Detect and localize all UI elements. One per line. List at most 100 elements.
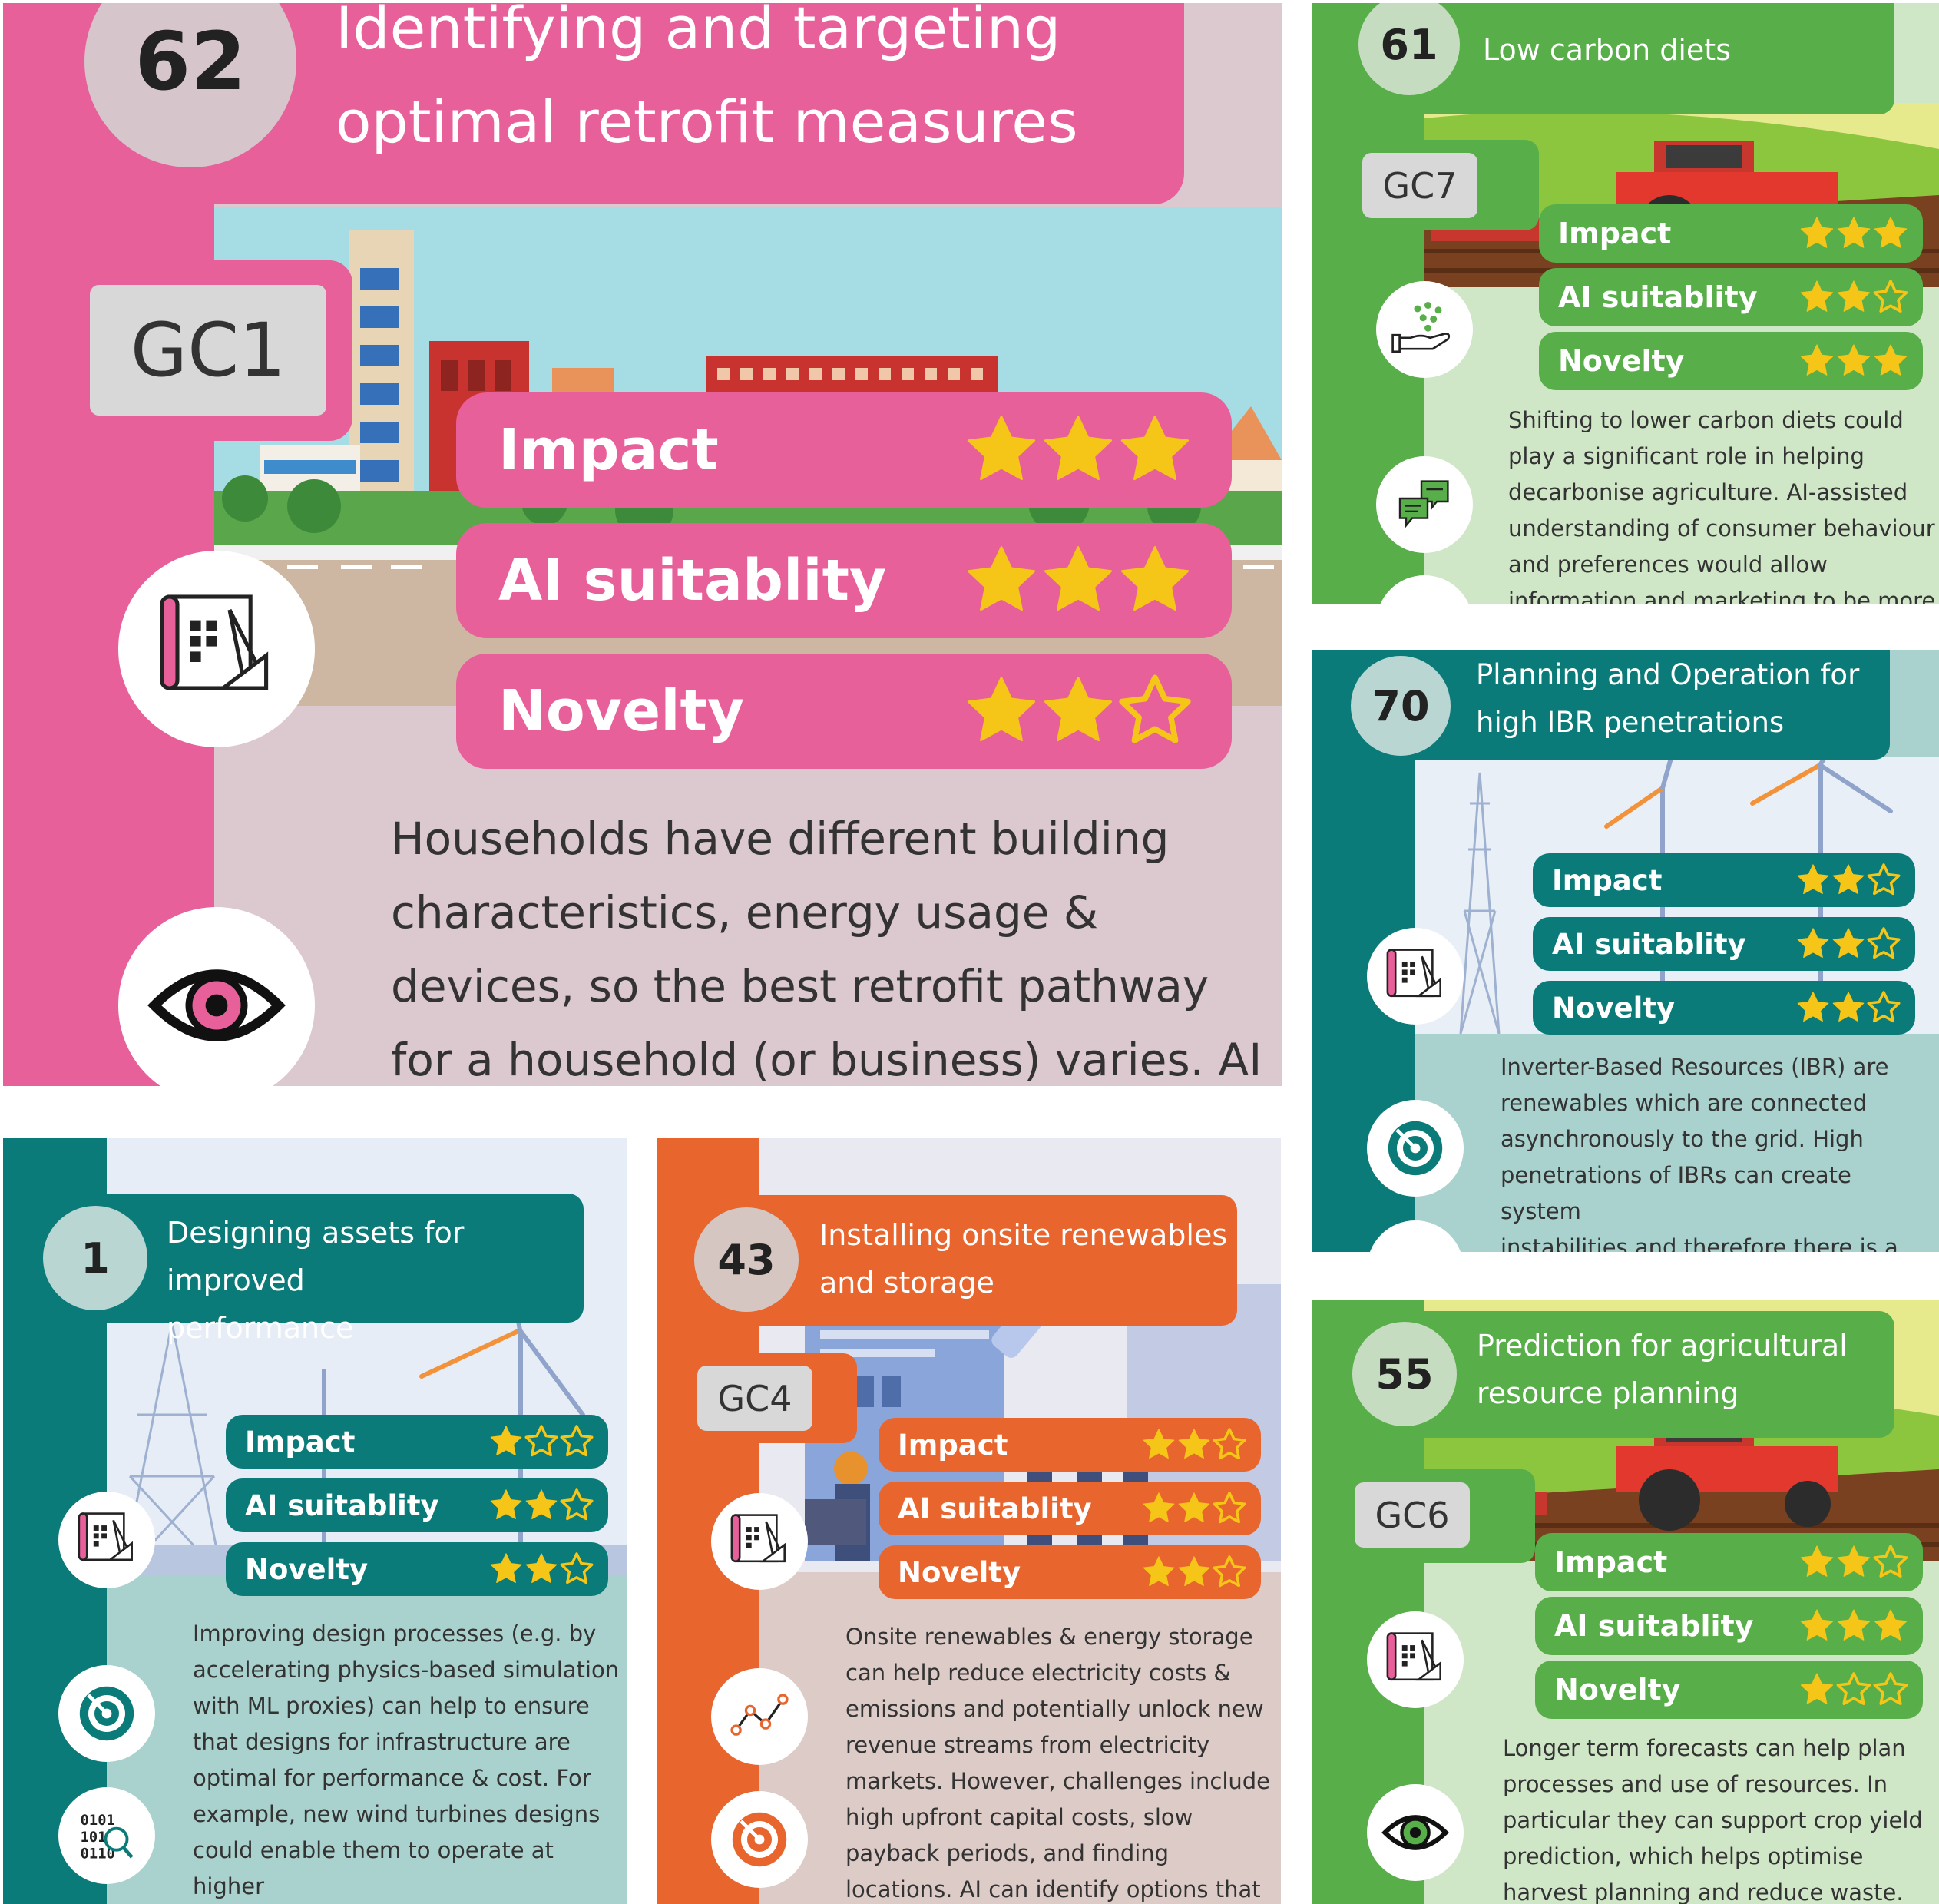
star-filled-icon — [1874, 217, 1908, 248]
card-55: 55 Prediction for agricultural resource p… — [1312, 1300, 1939, 1904]
card-number: 70 — [1351, 656, 1451, 756]
star-filled-icon — [1178, 1429, 1210, 1459]
rating-ai-suitability: AI suitablity — [456, 523, 1232, 638]
rating-novelty: Novelty — [1533, 981, 1915, 1035]
star-filled-icon — [1832, 864, 1865, 895]
rating-novelty: Novelty — [226, 1542, 608, 1596]
rating-novelty: Novelty — [1539, 332, 1923, 390]
star-rating — [963, 412, 1193, 488]
star-empty-icon — [1873, 280, 1908, 313]
gc-badge: GC6 — [1355, 1482, 1470, 1548]
eye-icon-glyph — [1381, 1815, 1449, 1850]
star-filled-icon — [1874, 1609, 1908, 1641]
star-empty-icon — [560, 1488, 594, 1521]
star-rating — [1798, 343, 1909, 379]
star-rating — [1798, 279, 1909, 316]
star-filled-icon — [1832, 928, 1865, 959]
gc-badge: GC4 — [697, 1366, 812, 1431]
card-62: 62 Identifying and targeting optimal retr… — [3, 3, 1282, 1086]
rating-label: AI suitablity — [245, 1488, 439, 1522]
star-empty-icon — [524, 1425, 558, 1457]
star-rating — [488, 1488, 594, 1523]
rating-impact: Impact — [456, 392, 1232, 508]
blueprint-icon — [118, 551, 315, 747]
star-filled-icon — [1797, 992, 1829, 1022]
blueprint-icon-glyph — [78, 1512, 133, 1561]
blueprint-icon — [711, 1493, 808, 1590]
card-number: 61 — [1358, 3, 1460, 95]
blueprint-icon-glyph — [1386, 1632, 1441, 1681]
chat-bubbles-icon — [1376, 456, 1473, 553]
star-rating — [488, 1424, 594, 1459]
star-empty-icon — [1873, 1545, 1908, 1578]
star-empty-icon — [1213, 1555, 1246, 1588]
star-empty-icon — [1119, 674, 1191, 743]
rating-impact: Impact — [1533, 853, 1915, 907]
star-filled-icon — [1874, 344, 1908, 376]
card-title: Designing assets for improved performance — [167, 1216, 465, 1345]
star-rating — [1795, 926, 1901, 962]
binary-data-icon: 0101 101 0110 — [58, 1787, 155, 1884]
rating-impact: Impact — [1539, 204, 1923, 263]
star-filled-icon — [1800, 1609, 1834, 1641]
blueprint-icon — [1367, 1611, 1464, 1708]
star-filled-icon — [967, 546, 1036, 611]
star-empty-icon — [1867, 863, 1901, 896]
card-number: 55 — [1352, 1322, 1457, 1426]
card-61: 61 Low carbon diets GC7 Impact AI suitab… — [1312, 3, 1939, 604]
star-filled-icon — [1120, 546, 1190, 611]
star-empty-icon — [560, 1552, 594, 1584]
card-description: Longer term forecasts can help plan proce… — [1503, 1735, 1923, 1904]
card-title: Installing onsite renewables and storage — [819, 1218, 1228, 1300]
rating-ai-suitability: AI suitablity — [879, 1482, 1261, 1535]
svg-text:0101: 0101 — [81, 1813, 115, 1829]
star-filled-icon — [1837, 344, 1871, 376]
card-description: Onsite renewables & energy storage can he… — [845, 1624, 1271, 1902]
star-filled-icon — [1800, 1545, 1834, 1577]
rating-label: Impact — [898, 1428, 1008, 1462]
chat-bubbles-icon-glyph — [1398, 480, 1449, 528]
star-filled-icon — [525, 1489, 558, 1520]
star-rating — [1141, 1555, 1247, 1590]
star-rating — [1798, 1608, 1909, 1644]
star-rating — [963, 673, 1193, 750]
rating-label: Impact — [498, 417, 719, 483]
rating-label: AI suitablity — [1558, 280, 1758, 314]
star-filled-icon — [1178, 1492, 1210, 1523]
eye-icon — [1367, 1784, 1464, 1881]
star-filled-icon — [525, 1553, 558, 1584]
star-filled-icon — [1797, 928, 1829, 959]
star-rating — [1795, 863, 1901, 898]
star-rating — [1798, 1671, 1909, 1708]
svg-text:0110: 0110 — [81, 1846, 115, 1863]
rating-label: Impact — [245, 1425, 356, 1459]
blueprint-icon-glyph — [1386, 949, 1441, 998]
star-filled-icon — [1044, 677, 1113, 742]
blueprint-icon-glyph — [160, 594, 269, 690]
star-filled-icon — [490, 1426, 522, 1456]
gc-badge: GC7 — [1362, 153, 1477, 218]
card-number: 1 — [43, 1206, 147, 1310]
star-filled-icon — [490, 1553, 522, 1584]
star-filled-icon — [1143, 1492, 1175, 1523]
rating-label: Novelty — [1552, 991, 1676, 1025]
star-empty-icon — [1836, 1672, 1871, 1705]
rating-ai-suitability: AI suitablity — [1533, 917, 1915, 971]
eye-icon-glyph — [147, 969, 286, 1041]
card-number: 43 — [694, 1207, 799, 1312]
star-filled-icon — [1800, 344, 1834, 376]
card-number: 62 — [84, 3, 296, 167]
star-filled-icon — [1143, 1429, 1175, 1459]
blueprint-icon — [1367, 928, 1464, 1025]
star-filled-icon — [967, 416, 1036, 481]
target-icon — [711, 1791, 808, 1888]
star-empty-icon — [560, 1425, 594, 1457]
star-filled-icon — [1178, 1556, 1210, 1587]
rating-label: Novelty — [898, 1555, 1021, 1589]
star-rating — [1798, 215, 1909, 252]
card-title: Identifying and targeting optimal retrofi… — [336, 3, 1078, 156]
card-title: Low carbon diets — [1483, 33, 1731, 67]
star-filled-icon — [1044, 416, 1113, 481]
rating-label: Novelty — [1558, 344, 1685, 378]
